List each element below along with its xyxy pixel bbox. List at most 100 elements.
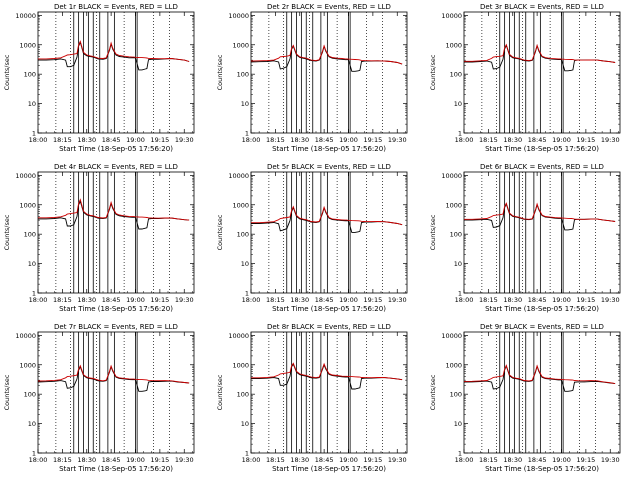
detector-panel-1: Det 1r BLACK = Events, RED = LLD 1 10 100 10… [0,0,213,160]
detector-panel-2: Det 2r BLACK = Events, RED = LLD 1 10 100 10… [213,0,426,160]
x-tick-label: 19:30 [601,136,620,144]
series-events-line [463,364,616,392]
x-tick-label: 18:15 [479,136,498,144]
series-events-line [464,44,616,72]
panel-title: Det 2r BLACK = Events, RED = LLD [267,3,391,11]
x-tick-label: 19:15 [577,456,596,464]
series-events-line [38,41,190,71]
y-axis-label: Counts/sec [429,374,437,410]
y-tick-label: 1 [458,130,462,138]
x-tick-label: 18:00 [242,136,261,144]
panel-chart-svg: Det 8r BLACK = Events, RED = LLD 1 10 100 10… [216,323,408,473]
y-tick-label: 10000 [15,12,36,20]
x-tick-label: 18:45 [102,296,121,304]
detector-panel-7: Det 7r BLACK = Events, RED = LLD 1 10 100 10… [0,320,213,480]
y-tick-label: 100 [237,391,249,399]
x-tick-label: 19:15 [151,136,170,144]
y-axis-label: Counts/sec [3,374,11,410]
x-tick-label: 19:00 [552,296,571,304]
y-tick-label: 10 [454,420,462,428]
x-tick-label: 18:00 [455,456,474,464]
y-tick-label: 100 [450,231,462,239]
x-tick-label: 19:30 [175,136,194,144]
y-tick-label: 1 [32,290,36,298]
panel-chart-svg: Det 5r BLACK = Events, RED = LLD 1 10 100 10… [216,163,408,313]
y-axis-label: Counts/sec [429,54,437,90]
x-tick-label: 19:00 [552,456,571,464]
panel-title: Det 8r BLACK = Events, RED = LLD [267,323,391,331]
x-tick-label: 18:30 [77,456,96,464]
x-tick-label: 19:00 [339,296,358,304]
x-tick-label: 18:00 [29,296,48,304]
y-tick-label: 100 [24,71,36,79]
series-lld-line [250,44,403,65]
x-tick-label: 18:15 [53,296,72,304]
panel-title: Det 3r BLACK = Events, RED = LLD [480,3,604,11]
x-axis-label: Start Time (18-Sep-05 17:56:20) [272,145,386,153]
series-lld-line [251,205,403,226]
panel-title: Det 1r BLACK = Events, RED = LLD [54,3,178,11]
x-tick-label: 18:15 [266,296,285,304]
y-tick-label: 100 [24,231,36,239]
panel-chart-svg: Det 3r BLACK = Events, RED = LLD 1 10 100 10… [429,3,621,153]
y-axis-label: Counts/sec [3,214,11,250]
x-tick-label: 19:00 [339,456,358,464]
series-events-line [250,44,403,72]
x-tick-label: 19:30 [175,456,194,464]
detector-panel-9: Det 9r BLACK = Events, RED = LLD 1 10 100 10… [426,320,639,480]
x-tick-label: 18:00 [242,456,261,464]
y-axis-label: Counts/sec [216,374,224,410]
panel-title: Det 5r BLACK = Events, RED = LLD [267,163,391,171]
y-axis-label: Counts/sec [429,214,437,250]
y-tick-label: 1000 [19,361,36,369]
series-lld-line [37,364,190,384]
detector-panel-8: Det 8r BLACK = Events, RED = LLD 1 10 100 10… [213,320,426,480]
x-tick-label: 19:30 [388,296,407,304]
y-tick-label: 1000 [445,361,462,369]
y-tick-label: 1000 [232,41,249,49]
x-tick-label: 19:15 [577,136,596,144]
x-tick-label: 18:45 [528,456,547,464]
y-axis-label: Counts/sec [216,54,224,90]
y-axis-label: Counts/sec [216,214,224,250]
y-tick-label: 10000 [441,172,462,180]
x-tick-label: 19:00 [126,456,145,464]
x-tick-label: 18:00 [242,296,261,304]
y-tick-label: 1000 [232,361,249,369]
x-tick-label: 18:15 [53,136,72,144]
series-events-line [38,200,190,230]
series-lld-line [464,43,616,63]
y-tick-label: 10 [454,260,462,268]
x-tick-label: 18:00 [455,296,474,304]
x-tick-label: 18:00 [29,456,48,464]
series-lld-line [251,362,403,381]
series-events-line [464,202,616,231]
x-axis-label: Start Time (18-Sep-05 17:56:20) [59,145,173,153]
plot-frame [463,331,621,454]
detector-panel-6: Det 6r BLACK = Events, RED = LLD 1 10 100 10… [426,160,639,320]
y-tick-label: 10000 [228,332,249,340]
x-tick-label: 19:15 [364,136,383,144]
plot-frame [463,11,621,134]
plot-frame [250,171,408,294]
x-tick-label: 18:15 [266,456,285,464]
x-tick-label: 18:45 [315,456,334,464]
y-tick-label: 100 [24,391,36,399]
y-tick-label: 10 [28,420,36,428]
x-tick-label: 18:45 [102,456,121,464]
y-tick-label: 10 [241,100,249,108]
panel-chart-svg: Det 2r BLACK = Events, RED = LLD 1 10 100 10… [216,3,408,153]
y-tick-label: 10000 [228,172,249,180]
series-lld-line [38,198,190,221]
y-tick-label: 1000 [445,201,462,209]
y-tick-label: 100 [450,391,462,399]
x-tick-label: 18:45 [528,296,547,304]
y-tick-label: 100 [237,231,249,239]
x-tick-label: 19:15 [364,456,383,464]
panel-title: Det 6r BLACK = Events, RED = LLD [480,163,604,171]
x-tick-label: 18:30 [290,136,309,144]
x-axis-label: Start Time (18-Sep-05 17:56:20) [59,305,173,313]
y-tick-label: 10 [454,100,462,108]
y-tick-label: 1000 [19,41,36,49]
x-tick-label: 19:00 [126,136,145,144]
